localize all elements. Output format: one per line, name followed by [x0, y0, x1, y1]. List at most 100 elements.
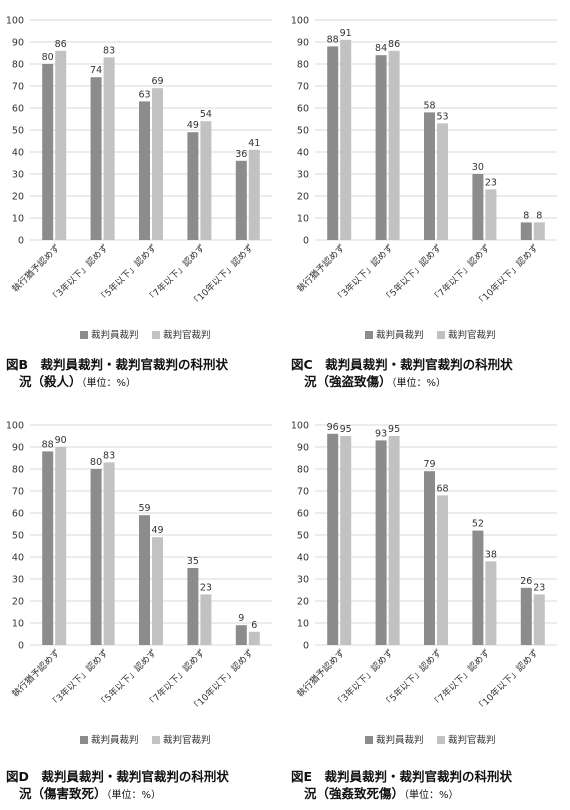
data-label: 95: [388, 424, 400, 435]
y-tick-label: 100: [6, 16, 24, 27]
bar-series2: [103, 57, 115, 241]
y-tick-label: 70: [12, 82, 24, 93]
y-tick-label: 100: [291, 16, 309, 27]
caption-unit: （単位：%）: [404, 790, 459, 801]
data-label: 26: [520, 576, 532, 587]
y-tick-label: 20: [297, 597, 309, 608]
category-label: 執行猶予認めず: [9, 647, 62, 700]
y-tick-label: 20: [12, 192, 24, 203]
legend-series2-swatch: [152, 331, 160, 339]
y-tick-label: 60: [297, 509, 309, 520]
bar-series2: [533, 222, 545, 240]
legend-series1-label: 裁判員裁判: [91, 734, 139, 746]
y-tick-label: 60: [12, 104, 24, 115]
caption-line2: 況（殺人）: [19, 374, 82, 389]
caption-line1: 図B 裁判員裁判・裁判官裁判の科刑状: [6, 357, 229, 372]
bar-series2: [152, 537, 163, 645]
y-tick-label: 30: [12, 170, 24, 181]
data-label: 68: [436, 483, 448, 494]
legend-series1-swatch: [80, 331, 88, 339]
legend-series1-label: 裁判員裁判: [376, 329, 424, 341]
bar-series1: [139, 515, 150, 645]
bar-series1: [375, 440, 387, 645]
bar-series1: [90, 469, 102, 645]
bar-series1: [187, 568, 199, 645]
chart-caption-d: 図D 裁判員裁判・裁判官裁判の科刑状 況（傷害致死）（単位：%）: [6, 768, 282, 804]
y-tick-label: 10: [12, 214, 24, 225]
data-label: 79: [423, 459, 435, 470]
caption-line1: 図D 裁判員裁判・裁判官裁判の科刑状: [6, 769, 229, 784]
bar-series1: [235, 160, 247, 240]
data-label: 49: [187, 120, 199, 131]
bar-series2: [200, 121, 212, 240]
y-tick-label: 100: [291, 421, 309, 432]
data-label: 83: [103, 450, 115, 461]
chart-caption-b: 図B 裁判員裁判・裁判官裁判の科刑状 況（殺人）（単位：%）: [6, 356, 282, 392]
caption-line2: 況（傷害致死）: [19, 786, 107, 801]
data-label: 95: [340, 424, 352, 435]
bar-series2: [103, 462, 115, 645]
caption-line2: 況（強姦致死傷）: [304, 786, 405, 801]
bar-series1: [472, 174, 484, 240]
y-tick-label: 90: [12, 443, 24, 454]
y-tick-label: 50: [12, 126, 24, 137]
bar-series1: [235, 625, 247, 645]
y-tick-label: 90: [297, 38, 309, 49]
caption-unit: （単位：%）: [391, 378, 447, 389]
chart-b: 01020304050607080901008086執行猶予認めず7483「3年…: [6, 16, 272, 341]
data-label: 9: [238, 613, 244, 624]
bar-series2: [437, 123, 448, 240]
bar-series2: [55, 50, 67, 240]
y-tick-label: 0: [303, 641, 309, 652]
y-tick-label: 90: [297, 443, 309, 454]
data-label: 80: [90, 457, 102, 468]
data-label: 69: [151, 76, 163, 87]
bar-series2: [388, 436, 400, 645]
y-tick-label: 40: [12, 148, 24, 159]
legend-series1-label: 裁判員裁判: [376, 734, 424, 746]
category-label: 執行猶予認めず: [294, 242, 347, 295]
bar-series1: [424, 471, 435, 645]
data-label: 90: [55, 435, 67, 446]
y-tick-label: 10: [297, 619, 309, 630]
bar-series1: [90, 77, 102, 240]
y-tick-label: 10: [12, 619, 24, 630]
legend-series1-swatch: [365, 331, 373, 339]
data-label: 30: [472, 162, 484, 173]
data-label: 74: [90, 65, 102, 76]
bar-series2: [485, 561, 497, 645]
bar-series2: [533, 594, 545, 645]
data-label: 54: [200, 109, 212, 120]
data-label: 63: [138, 89, 150, 100]
data-label: 36: [235, 149, 247, 160]
bar-series2: [340, 436, 352, 645]
chart-panel-c: 0 10 20 30 40 50 60 70 80 90 100 88 91 執行猶予認めず 84 86 「3年…: [285, 0, 570, 405]
data-label: 53: [436, 111, 448, 122]
y-tick-label: 20: [12, 597, 24, 608]
bar-series1: [472, 530, 484, 645]
bar-series1: [139, 101, 150, 241]
legend-series2-swatch: [152, 736, 160, 744]
y-tick-label: 80: [297, 60, 309, 71]
data-label: 52: [472, 519, 484, 530]
y-tick-label: 20: [297, 192, 309, 203]
chart-caption-e: 図E 裁判員裁判・裁判官裁判の科刑状 況（強姦致死傷）（単位：%）: [291, 768, 567, 804]
category-label: 執行猶予認めず: [294, 647, 347, 700]
legend-series2-swatch: [437, 331, 445, 339]
y-tick-label: 40: [297, 553, 309, 564]
y-tick-label: 50: [12, 531, 24, 542]
data-label: 8: [523, 210, 529, 221]
data-label: 58: [423, 100, 435, 111]
caption-line1: 図C 裁判員裁判・裁判官裁判の科刑状: [291, 357, 513, 372]
y-tick-label: 30: [12, 575, 24, 586]
y-tick-label: 80: [12, 465, 24, 476]
caption-line1: 図E 裁判員裁判・裁判官裁判の科刑状: [291, 769, 513, 784]
data-label: 23: [485, 177, 497, 188]
data-label: 23: [200, 582, 212, 593]
bar-series1: [327, 46, 339, 241]
data-label: 23: [533, 582, 545, 593]
bar-series1: [42, 451, 54, 645]
